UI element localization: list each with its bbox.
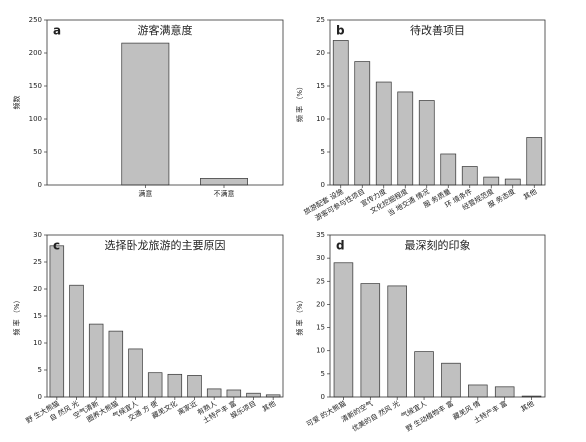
axes-frame bbox=[329, 234, 546, 398]
y-tick-label: 20 bbox=[33, 285, 42, 293]
y-tick-label: 150 bbox=[29, 82, 42, 90]
y-tick-label: 30 bbox=[316, 254, 325, 262]
bar bbox=[440, 153, 457, 186]
bar bbox=[494, 386, 515, 398]
axes-frame bbox=[329, 19, 546, 186]
y-tick-label: 25 bbox=[316, 277, 325, 285]
y-tick-label: 35 bbox=[316, 231, 325, 239]
x-tick-label: 离家近 bbox=[176, 399, 199, 417]
bar bbox=[333, 262, 354, 398]
y-tick-label: 50 bbox=[33, 148, 42, 156]
y-tick-label: 20 bbox=[316, 300, 325, 308]
bar bbox=[167, 373, 183, 398]
bar bbox=[226, 389, 242, 398]
bar bbox=[526, 137, 543, 186]
y-tick-label: 10 bbox=[316, 115, 325, 123]
bar bbox=[375, 81, 392, 186]
y-tick-label: 200 bbox=[29, 49, 42, 57]
y-axis-label: 频 率 （%） bbox=[295, 83, 304, 122]
panel-label: d bbox=[336, 239, 345, 253]
y-tick-label: 15 bbox=[33, 312, 42, 320]
y-axis-label: 频 率 （%） bbox=[295, 296, 304, 335]
chart-title: 待改善项目 bbox=[410, 23, 465, 37]
y-tick-label: 20 bbox=[316, 49, 325, 57]
x-tick-label: 其他 bbox=[519, 399, 536, 414]
panel-label: a bbox=[53, 24, 61, 38]
y-tick-label: 0 bbox=[321, 393, 325, 401]
chart-title: 最深刻的印象 bbox=[405, 238, 471, 252]
bar bbox=[468, 384, 488, 398]
y-tick-label: 10 bbox=[316, 347, 325, 355]
bar bbox=[354, 61, 371, 186]
x-tick-label: 其他 bbox=[522, 187, 539, 202]
y-tick-label: 0 bbox=[38, 393, 42, 401]
bar bbox=[418, 100, 435, 186]
bar bbox=[504, 178, 521, 186]
x-tick-label: 野 生动植物丰 富 bbox=[404, 399, 455, 434]
y-tick-label: 0 bbox=[321, 181, 325, 189]
bar bbox=[414, 351, 434, 398]
bar bbox=[128, 348, 143, 398]
bar bbox=[332, 40, 349, 186]
bar bbox=[49, 245, 65, 398]
x-tick-label: 可爱 的大熊猫 bbox=[305, 399, 348, 429]
bar bbox=[108, 330, 124, 398]
y-tick-label: 250 bbox=[29, 16, 42, 24]
bar bbox=[441, 362, 461, 398]
y-tick-label: 100 bbox=[29, 115, 42, 123]
panel-label: c bbox=[53, 239, 60, 253]
bar bbox=[387, 285, 407, 398]
y-tick-label: 25 bbox=[316, 16, 325, 24]
bar bbox=[360, 283, 381, 398]
x-tick-label: 优美的自 然风 光 bbox=[350, 399, 401, 434]
x-tick-label: 不满意 bbox=[214, 189, 235, 198]
chart-title: 选择卧龙旅游的主要原因 bbox=[105, 238, 226, 252]
y-axis-label: 频数 bbox=[12, 96, 21, 110]
axes-frame bbox=[46, 19, 284, 186]
x-tick-label: 其他 bbox=[261, 399, 278, 414]
bar bbox=[69, 284, 84, 398]
y-tick-label: 0 bbox=[38, 181, 42, 189]
y-tick-label: 10 bbox=[33, 339, 42, 347]
bar bbox=[121, 42, 170, 186]
y-tick-label: 15 bbox=[316, 324, 325, 332]
bar bbox=[246, 392, 261, 398]
bar bbox=[206, 388, 222, 398]
y-tick-label: 15 bbox=[316, 82, 325, 90]
bar bbox=[200, 178, 248, 186]
y-tick-label: 5 bbox=[321, 148, 325, 156]
panel-label: b bbox=[336, 24, 345, 38]
y-tick-label: 30 bbox=[33, 231, 42, 239]
y-tick-label: 25 bbox=[33, 258, 42, 266]
axes-frame bbox=[46, 234, 284, 398]
bar bbox=[147, 372, 163, 398]
chart-title: 游客满意度 bbox=[138, 23, 193, 37]
bar bbox=[88, 323, 104, 398]
bar bbox=[187, 375, 202, 398]
y-tick-label: 5 bbox=[38, 366, 42, 374]
x-tick-label: 满意 bbox=[138, 189, 152, 198]
bar bbox=[483, 176, 500, 186]
y-tick-label: 5 bbox=[321, 370, 325, 378]
y-axis-label: 频 率 （%） bbox=[12, 296, 21, 335]
bar bbox=[397, 91, 414, 186]
bar bbox=[461, 166, 478, 186]
